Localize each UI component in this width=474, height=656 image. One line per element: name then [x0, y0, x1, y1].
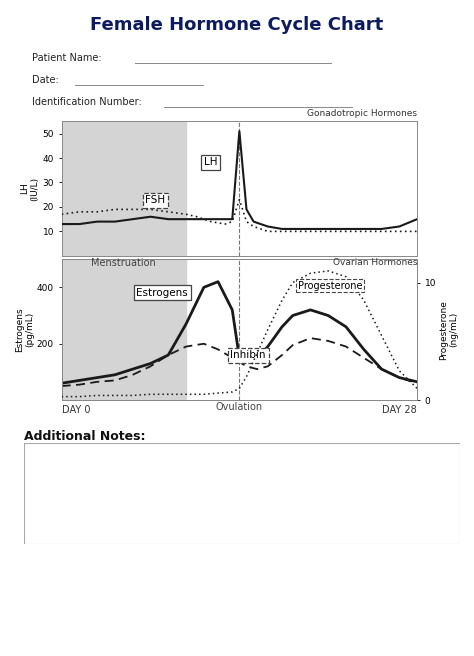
Text: Date:: Date:	[32, 75, 59, 85]
Text: Patient Name:: Patient Name:	[32, 53, 102, 64]
Bar	[62, 121, 186, 256]
Text: Identification Number:: Identification Number:	[32, 97, 142, 108]
Text: LH: LH	[204, 157, 217, 167]
Text: Ovulation: Ovulation	[216, 402, 263, 412]
Y-axis label: LH
(IU/L): LH (IU/L)	[20, 176, 40, 201]
Text: Female Hormone Cycle Chart: Female Hormone Cycle Chart	[91, 16, 383, 33]
Text: Ovarian Hormones: Ovarian Hormones	[333, 258, 417, 267]
Text: Additional Notes:: Additional Notes:	[24, 430, 145, 443]
Text: DAY 0: DAY 0	[62, 405, 90, 415]
Text: FSH: FSH	[145, 195, 165, 205]
Y-axis label: Estrogens
(pg/mL): Estrogens (pg/mL)	[15, 307, 34, 352]
Text: DAY 28: DAY 28	[383, 405, 417, 415]
Y-axis label: Progesterone
(ng/mL): Progesterone (ng/mL)	[439, 300, 458, 359]
Text: Menstruation: Menstruation	[91, 258, 156, 268]
Text: Gonadotropic Hormones: Gonadotropic Hormones	[307, 109, 417, 118]
Text: Inhibin: Inhibin	[230, 350, 266, 360]
Text: Progesterone: Progesterone	[298, 281, 363, 291]
FancyBboxPatch shape	[24, 443, 460, 544]
Bar	[62, 259, 186, 400]
Text: Estrogens: Estrogens	[137, 288, 188, 298]
